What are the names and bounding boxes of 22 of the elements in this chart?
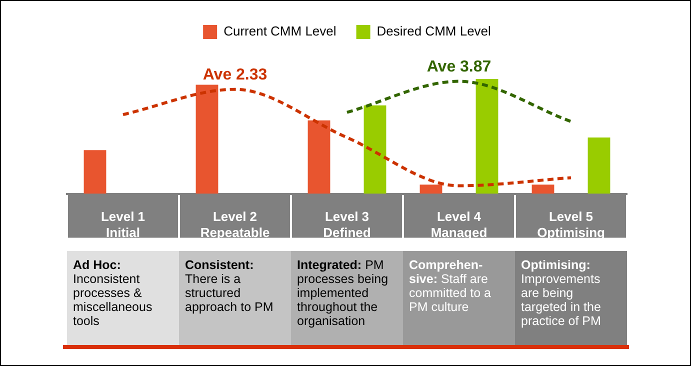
text: Consistent: There is a structured approach to PM <box>179 251 291 345</box>
text: Optimising: Improvements are being targeted in the practice of PM <box>515 251 627 345</box>
x-tick-label: Level 4 Managed <box>430 209 488 240</box>
bar <box>476 79 498 194</box>
x-tick-label: Level 5 Optimising <box>537 209 605 240</box>
bar <box>84 150 106 194</box>
bar <box>588 138 610 194</box>
legend-label: Desired CMM Level <box>376 24 492 39</box>
annotation: Ave 2.33 <box>202 66 268 84</box>
legend-label: Current CMM Level <box>224 24 336 39</box>
bar <box>308 120 330 194</box>
bar <box>532 184 554 194</box>
text: Ad Hoc: Inconsistent processes & miscellaneous tools <box>67 251 179 345</box>
text: Comprehen- sive: Staff are committed to a PM culture <box>403 251 515 345</box>
x-tick-label: Level 2 Repeatable <box>200 209 270 240</box>
text: Ave 3.87 <box>426 58 492 76</box>
x-tick-label: Level 1 Initial <box>100 209 146 240</box>
bar <box>196 84 218 194</box>
text: Integrated: PM processes being implemented throughout the organisation <box>291 251 403 345</box>
bar <box>420 184 442 194</box>
x-tick-label: Level 3 Defined <box>323 209 371 240</box>
bar <box>364 105 386 194</box>
